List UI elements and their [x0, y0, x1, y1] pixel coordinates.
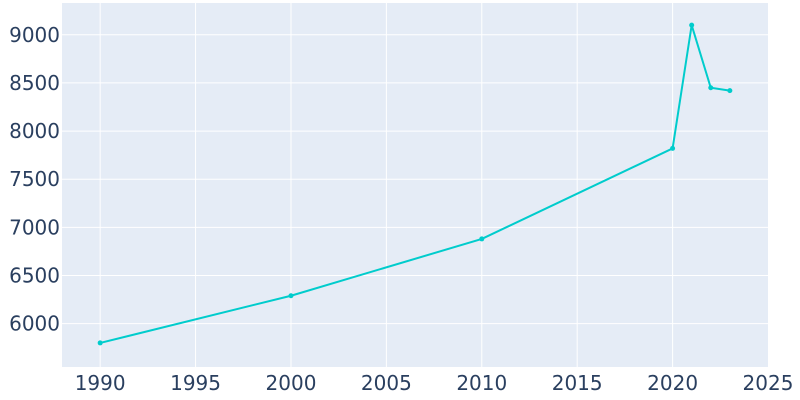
data-point	[479, 236, 485, 242]
x-axis-tick-labels: 1990 1995 2000 2005 2010 2015 2020 2025	[75, 371, 794, 395]
data-point	[727, 88, 733, 94]
y-tick-label: 8000	[9, 119, 60, 143]
data-point	[689, 22, 695, 28]
y-tick-label: 6000	[9, 312, 60, 336]
x-tick-label: 2015	[552, 371, 603, 395]
y-tick-label: 7500	[9, 167, 60, 191]
y-tick-label: 8500	[9, 71, 60, 95]
x-tick-label: 2005	[361, 371, 412, 395]
series-layer	[97, 22, 733, 346]
x-tick-label: 2000	[266, 371, 317, 395]
data-point	[288, 293, 294, 299]
data-point	[708, 85, 714, 91]
x-tick-label: 2025	[743, 371, 794, 395]
x-tick-label: 1990	[75, 371, 126, 395]
x-tick-label: 2010	[456, 371, 507, 395]
plot-area	[62, 3, 768, 367]
data-point	[670, 145, 676, 151]
y-tick-label: 9000	[9, 23, 60, 47]
y-tick-label: 6500	[9, 264, 60, 288]
x-tick-label: 2020	[647, 371, 698, 395]
x-gridlines	[99, 3, 674, 367]
data-point	[97, 340, 103, 346]
y-axis-tick-labels: 6000 6500 7000 7500 8000 8500 9000	[9, 23, 60, 336]
x-tick-label: 1995	[170, 371, 221, 395]
y-gridlines	[62, 34, 768, 325]
y-tick-label: 7000	[9, 215, 60, 239]
